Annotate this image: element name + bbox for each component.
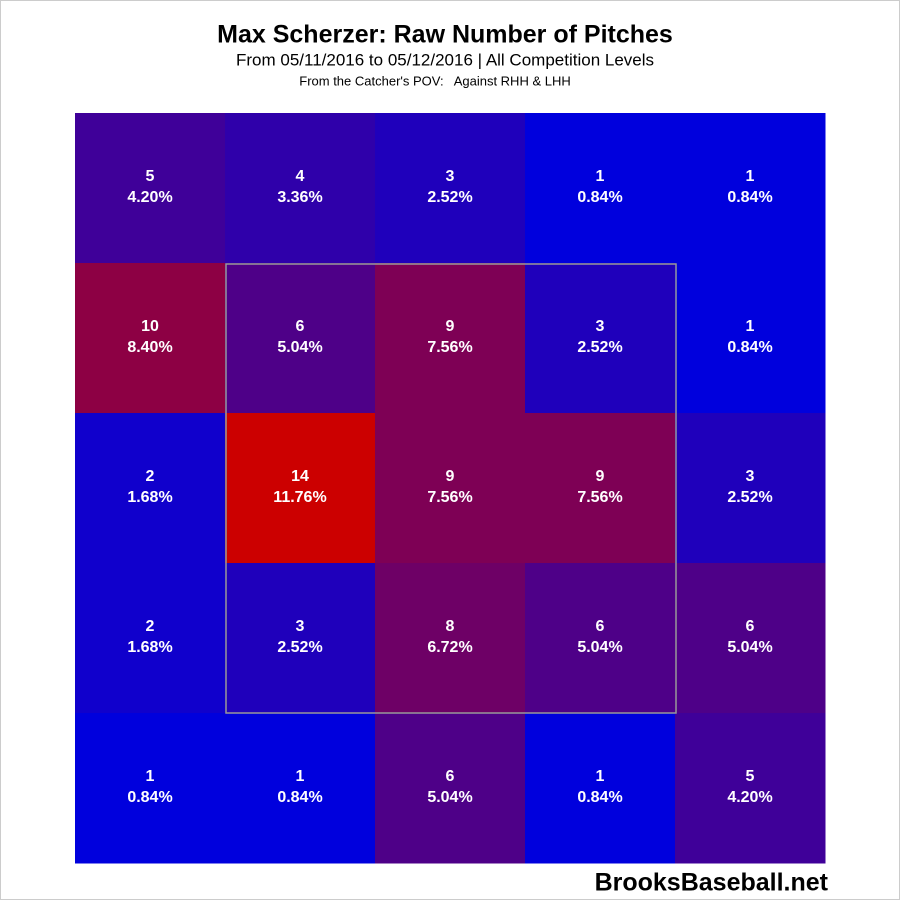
cell-count: 4	[296, 168, 305, 185]
cell-percent: 5.04%	[727, 639, 772, 656]
cell-count: 3	[446, 168, 455, 185]
heat-cell	[675, 413, 826, 564]
cell-percent: 5.04%	[577, 639, 622, 656]
cell-percent: 5.04%	[277, 339, 322, 356]
cell-percent: 5.04%	[427, 789, 472, 806]
heat-cell	[525, 113, 676, 264]
cell-percent: 2.52%	[427, 189, 472, 206]
cell-percent: 1.68%	[127, 489, 172, 506]
heat-cell	[75, 563, 226, 714]
cell-count: 3	[296, 618, 305, 635]
cell-count: 6	[296, 318, 305, 335]
watermark: BrooksBaseball.net	[595, 869, 829, 897]
cell-count: 5	[146, 168, 155, 185]
cell-percent: 2.52%	[577, 339, 622, 356]
cell-count: 2	[146, 468, 155, 485]
cell-percent: 0.84%	[277, 789, 322, 806]
cell-percent: 0.84%	[727, 339, 772, 356]
cell-percent: 3.36%	[277, 189, 322, 206]
heat-cell	[225, 413, 376, 564]
heat-cell	[375, 263, 526, 414]
cell-count: 3	[746, 468, 755, 485]
heat-cell	[675, 263, 826, 414]
heat-cell	[375, 563, 526, 714]
heat-cell	[75, 713, 226, 864]
heat-cell	[525, 713, 676, 864]
heat-cell	[675, 563, 826, 714]
heat-cell	[75, 413, 226, 564]
cell-percent: 7.56%	[577, 489, 622, 506]
cell-count: 9	[446, 468, 455, 485]
cell-percent: 1.68%	[127, 639, 172, 656]
cell-count: 9	[446, 318, 455, 335]
cell-count: 1	[746, 168, 755, 185]
cell-percent: 7.56%	[427, 339, 472, 356]
cell-percent: 8.40%	[127, 339, 172, 356]
heat-cell	[375, 713, 526, 864]
heat-cell	[675, 713, 826, 864]
cell-count: 6	[746, 618, 755, 635]
cell-count: 14	[291, 468, 309, 485]
heat-cell	[525, 563, 676, 714]
cell-count: 9	[596, 468, 605, 485]
heat-cell	[225, 113, 376, 264]
heat-cell	[525, 413, 676, 564]
cell-percent: 0.84%	[577, 189, 622, 206]
heat-cell	[675, 113, 826, 264]
heat-cell	[375, 413, 526, 564]
heat-cell	[375, 113, 526, 264]
chart-title: Max Scherzer: Raw Number of Pitches	[217, 21, 673, 49]
cell-percent: 4.20%	[727, 789, 772, 806]
cell-count: 1	[146, 768, 155, 785]
chart-note: From the Catcher's POV: Against RHH & LH…	[299, 73, 570, 88]
cell-percent: 4.20%	[127, 189, 172, 206]
heat-cell	[225, 263, 376, 414]
cell-percent: 11.76%	[273, 489, 326, 506]
cell-percent: 2.52%	[277, 639, 322, 656]
strike-zone	[225, 263, 677, 714]
cell-percent: 7.56%	[427, 489, 472, 506]
cell-percent: 0.84%	[577, 789, 622, 806]
cell-count: 1	[746, 318, 755, 335]
heat-cell	[225, 713, 376, 864]
cell-count: 6	[446, 768, 455, 785]
cell-count: 1	[296, 768, 305, 785]
cell-percent: 0.84%	[127, 789, 172, 806]
heat-cell	[525, 263, 676, 414]
cell-percent: 2.52%	[727, 489, 772, 506]
heatmap-grid: 5 4.20% 4 3.36% 3 2.52% 1 0.84% 1 0.84% 10 8.40% 6 5.…	[75, 113, 826, 864]
chart-subtitle: From 05/11/2016 to 05/12/2016 | All Comp…	[236, 50, 654, 69]
heat-cell	[75, 263, 226, 414]
cell-count: 2	[146, 618, 155, 635]
cell-count: 5	[746, 768, 755, 785]
cell-count: 3	[596, 318, 605, 335]
cell-count: 10	[141, 318, 159, 335]
cell-count: 6	[596, 618, 605, 635]
heat-cell	[225, 563, 376, 714]
heat-cell	[75, 113, 226, 264]
cell-count: 8	[446, 618, 455, 635]
cell-percent: 0.84%	[727, 189, 772, 206]
cell-count: 1	[596, 768, 605, 785]
cell-percent: 6.72%	[427, 639, 472, 656]
cell-count: 1	[596, 168, 605, 185]
